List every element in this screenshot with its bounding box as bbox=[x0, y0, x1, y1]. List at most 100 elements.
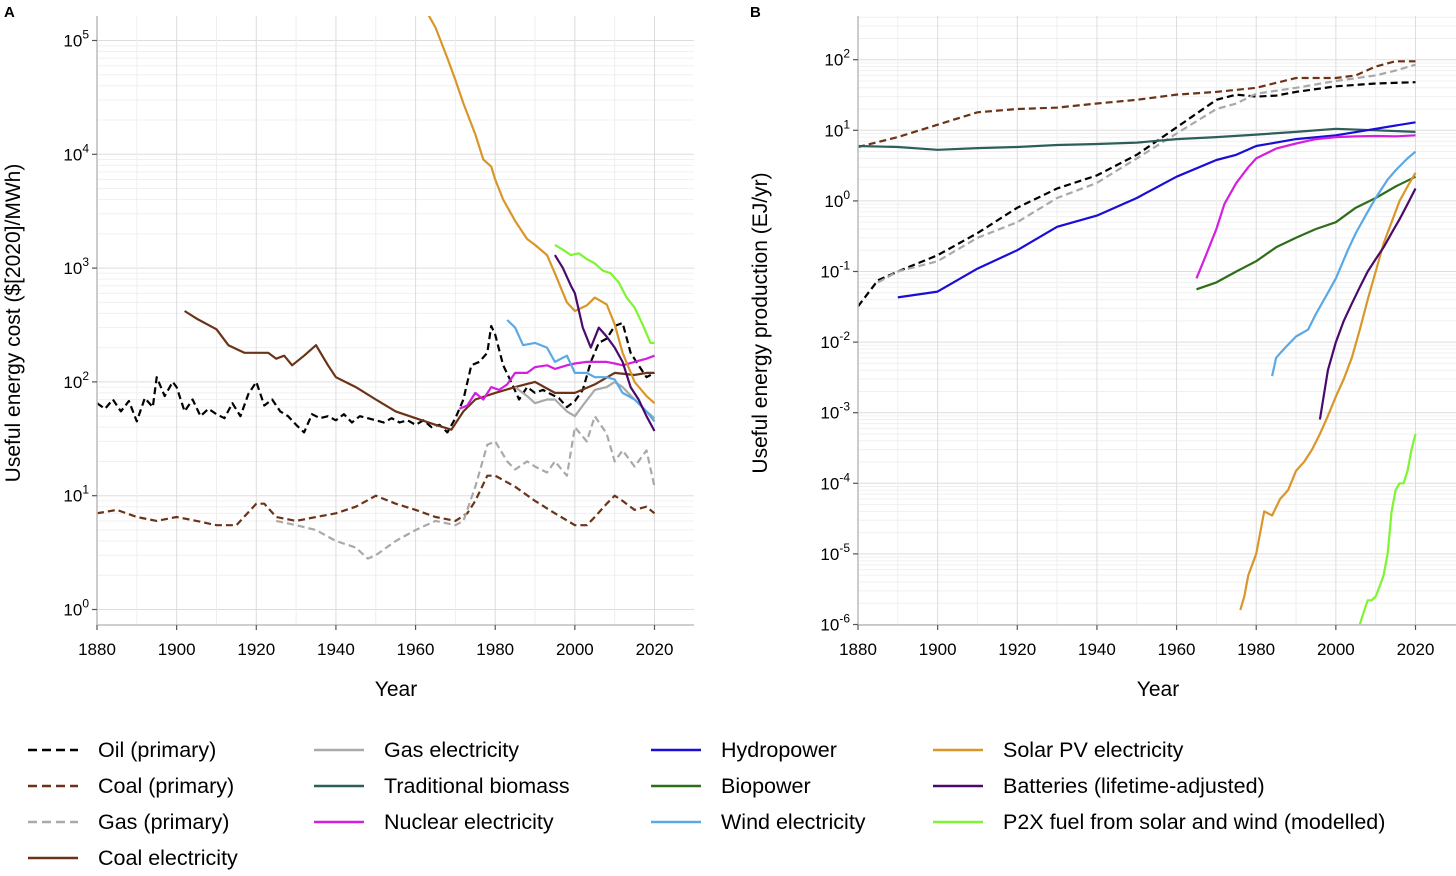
y-tick-label: 102 bbox=[63, 369, 89, 392]
y-tick-label: 100 bbox=[63, 597, 89, 620]
x-tick-label: 2000 bbox=[556, 640, 594, 659]
series-line-gas-primary bbox=[275, 415, 656, 560]
series-line-solar-pv-electricity bbox=[1239, 172, 1417, 611]
x-tick-label: 1880 bbox=[78, 640, 116, 659]
panel-a-ylabel: Useful energy cost ($[2020]/MWh) bbox=[2, 164, 25, 483]
y-tick-label: 105 bbox=[63, 28, 89, 51]
x-tick-label: 1920 bbox=[998, 640, 1036, 659]
series-line-coal-primary bbox=[97, 474, 656, 527]
x-tick-label: 2020 bbox=[1397, 640, 1435, 659]
series-line-hydropower bbox=[897, 121, 1416, 299]
legend-swatch bbox=[933, 820, 983, 824]
plot-area bbox=[97, 16, 694, 625]
legend-swatch bbox=[314, 748, 364, 752]
y-tick-label: 10-2 bbox=[820, 329, 850, 352]
panel-a-letter: A bbox=[4, 4, 15, 21]
y-tick-label: 100 bbox=[824, 188, 850, 211]
legend-label: P2X fuel from solar and wind (modelled) bbox=[1003, 809, 1386, 834]
x-tick-label: 1940 bbox=[317, 640, 355, 659]
x-tick-label: 2000 bbox=[1317, 640, 1355, 659]
legend-item: Gas electricity bbox=[310, 732, 519, 768]
panel-b-letter: B bbox=[750, 4, 761, 21]
y-tick-label: 10-5 bbox=[820, 541, 850, 564]
y-tick-label: 10-1 bbox=[820, 259, 850, 282]
legend-swatch bbox=[28, 784, 78, 788]
x-tick-label: 1940 bbox=[1078, 640, 1116, 659]
legend: Oil (primary) Coal (primary) Gas (primary)… bbox=[24, 732, 1456, 872]
legend-swatch bbox=[651, 820, 701, 824]
series-line-solar-pv-electricity bbox=[427, 16, 656, 405]
series-group bbox=[858, 60, 1417, 625]
legend-swatch bbox=[933, 784, 983, 788]
legend-label: Biopower bbox=[721, 773, 811, 798]
series-line-gas-electricity bbox=[514, 380, 656, 420]
legend-label: Wind electricity bbox=[721, 809, 866, 834]
legend-item: Gas (primary) bbox=[24, 804, 229, 840]
legend-label: Solar PV electricity bbox=[1003, 737, 1184, 762]
legend-item: Biopower bbox=[647, 768, 811, 804]
y-tick-label: 10-3 bbox=[820, 400, 850, 423]
legend-item: Solar PV electricity bbox=[929, 732, 1183, 768]
panel-b-xlabel: Year bbox=[1137, 678, 1179, 701]
y-tick-label: 10-4 bbox=[820, 470, 850, 493]
series-line-traditional-biomass bbox=[858, 127, 1416, 151]
legend-label: Coal (primary) bbox=[98, 773, 235, 798]
x-tick-label: 1920 bbox=[237, 640, 275, 659]
legend-swatch bbox=[933, 748, 983, 752]
legend-item: Wind electricity bbox=[647, 804, 866, 840]
legend-swatch bbox=[651, 784, 701, 788]
legend-item: Batteries (lifetime-adjusted) bbox=[929, 768, 1265, 804]
panel-b-ylabel: Useful energy production (EJ/yr) bbox=[749, 172, 772, 473]
series-line-coal-primary bbox=[858, 60, 1416, 149]
legend-swatch bbox=[314, 784, 364, 788]
series-line-p2x-fuel-from-solar-and-wind-modelled bbox=[554, 243, 655, 344]
legend-swatch bbox=[28, 820, 78, 824]
legend-label: Gas (primary) bbox=[98, 809, 230, 834]
series-line-wind-electricity bbox=[506, 319, 656, 423]
legend-item: Nuclear electricity bbox=[310, 804, 554, 840]
legend-label: Coal electricity bbox=[98, 845, 238, 870]
legend-item: Traditional biomass bbox=[310, 768, 570, 804]
series-line-gas-primary bbox=[877, 63, 1416, 284]
panel-b: B Useful energy production (EJ/yr) Year … bbox=[749, 4, 1456, 701]
x-tick-label: 1960 bbox=[397, 640, 435, 659]
series-line-coal-electricity bbox=[184, 310, 655, 431]
x-tick-label: 1980 bbox=[1237, 640, 1275, 659]
x-tick-label: 1900 bbox=[919, 640, 957, 659]
y-tick-label: 101 bbox=[63, 483, 89, 506]
series-line-batteries-lifetime-adjusted bbox=[553, 254, 656, 432]
legend-swatch bbox=[651, 748, 701, 752]
y-tick-label: 102 bbox=[824, 47, 850, 70]
y-tick-label: 10-6 bbox=[820, 612, 850, 635]
legend-item: P2X fuel from solar and wind (modelled) bbox=[929, 804, 1385, 840]
legend-item: Coal (primary) bbox=[24, 768, 234, 804]
series-line-batteries-lifetime-adjusted bbox=[1318, 187, 1417, 420]
legend-swatch bbox=[314, 820, 364, 824]
legend-label: Nuclear electricity bbox=[384, 809, 554, 834]
series-line-nuclear-electricity bbox=[458, 354, 655, 410]
x-tick-label: 1900 bbox=[158, 640, 196, 659]
y-tick-label: 104 bbox=[63, 141, 89, 164]
legend-label: Traditional biomass bbox=[384, 773, 570, 798]
series-line-p2x-fuel-from-solar-and-wind-modelled bbox=[1358, 433, 1417, 625]
legend-item: Oil (primary) bbox=[24, 732, 216, 768]
series-line-nuclear-electricity bbox=[1195, 134, 1416, 279]
y-tick-label: 101 bbox=[824, 117, 850, 140]
series-group bbox=[97, 16, 656, 560]
legend-swatch bbox=[28, 748, 78, 752]
figure: A Useful energy cost ($[2020]/MWh) Year … bbox=[2, 4, 1456, 701]
legend-label: Batteries (lifetime-adjusted) bbox=[1003, 773, 1265, 798]
y-tick-label: 103 bbox=[63, 255, 89, 278]
legend-item: Hydropower bbox=[647, 732, 837, 768]
panel-a-xlabel: Year bbox=[375, 678, 417, 701]
legend-swatch bbox=[28, 856, 78, 860]
x-tick-label: 1880 bbox=[839, 640, 877, 659]
legend-label: Gas electricity bbox=[384, 737, 520, 762]
legend-item: Coal electricity bbox=[24, 840, 238, 876]
series-line-wind-electricity bbox=[1271, 150, 1417, 377]
panel-a: A Useful energy cost ($[2020]/MWh) Year … bbox=[2, 4, 694, 701]
series-line-oil-primary bbox=[97, 321, 656, 434]
legend-label: Oil (primary) bbox=[98, 737, 217, 762]
legend-label: Hydropower bbox=[721, 737, 837, 762]
series-line-biopower bbox=[1196, 175, 1416, 291]
